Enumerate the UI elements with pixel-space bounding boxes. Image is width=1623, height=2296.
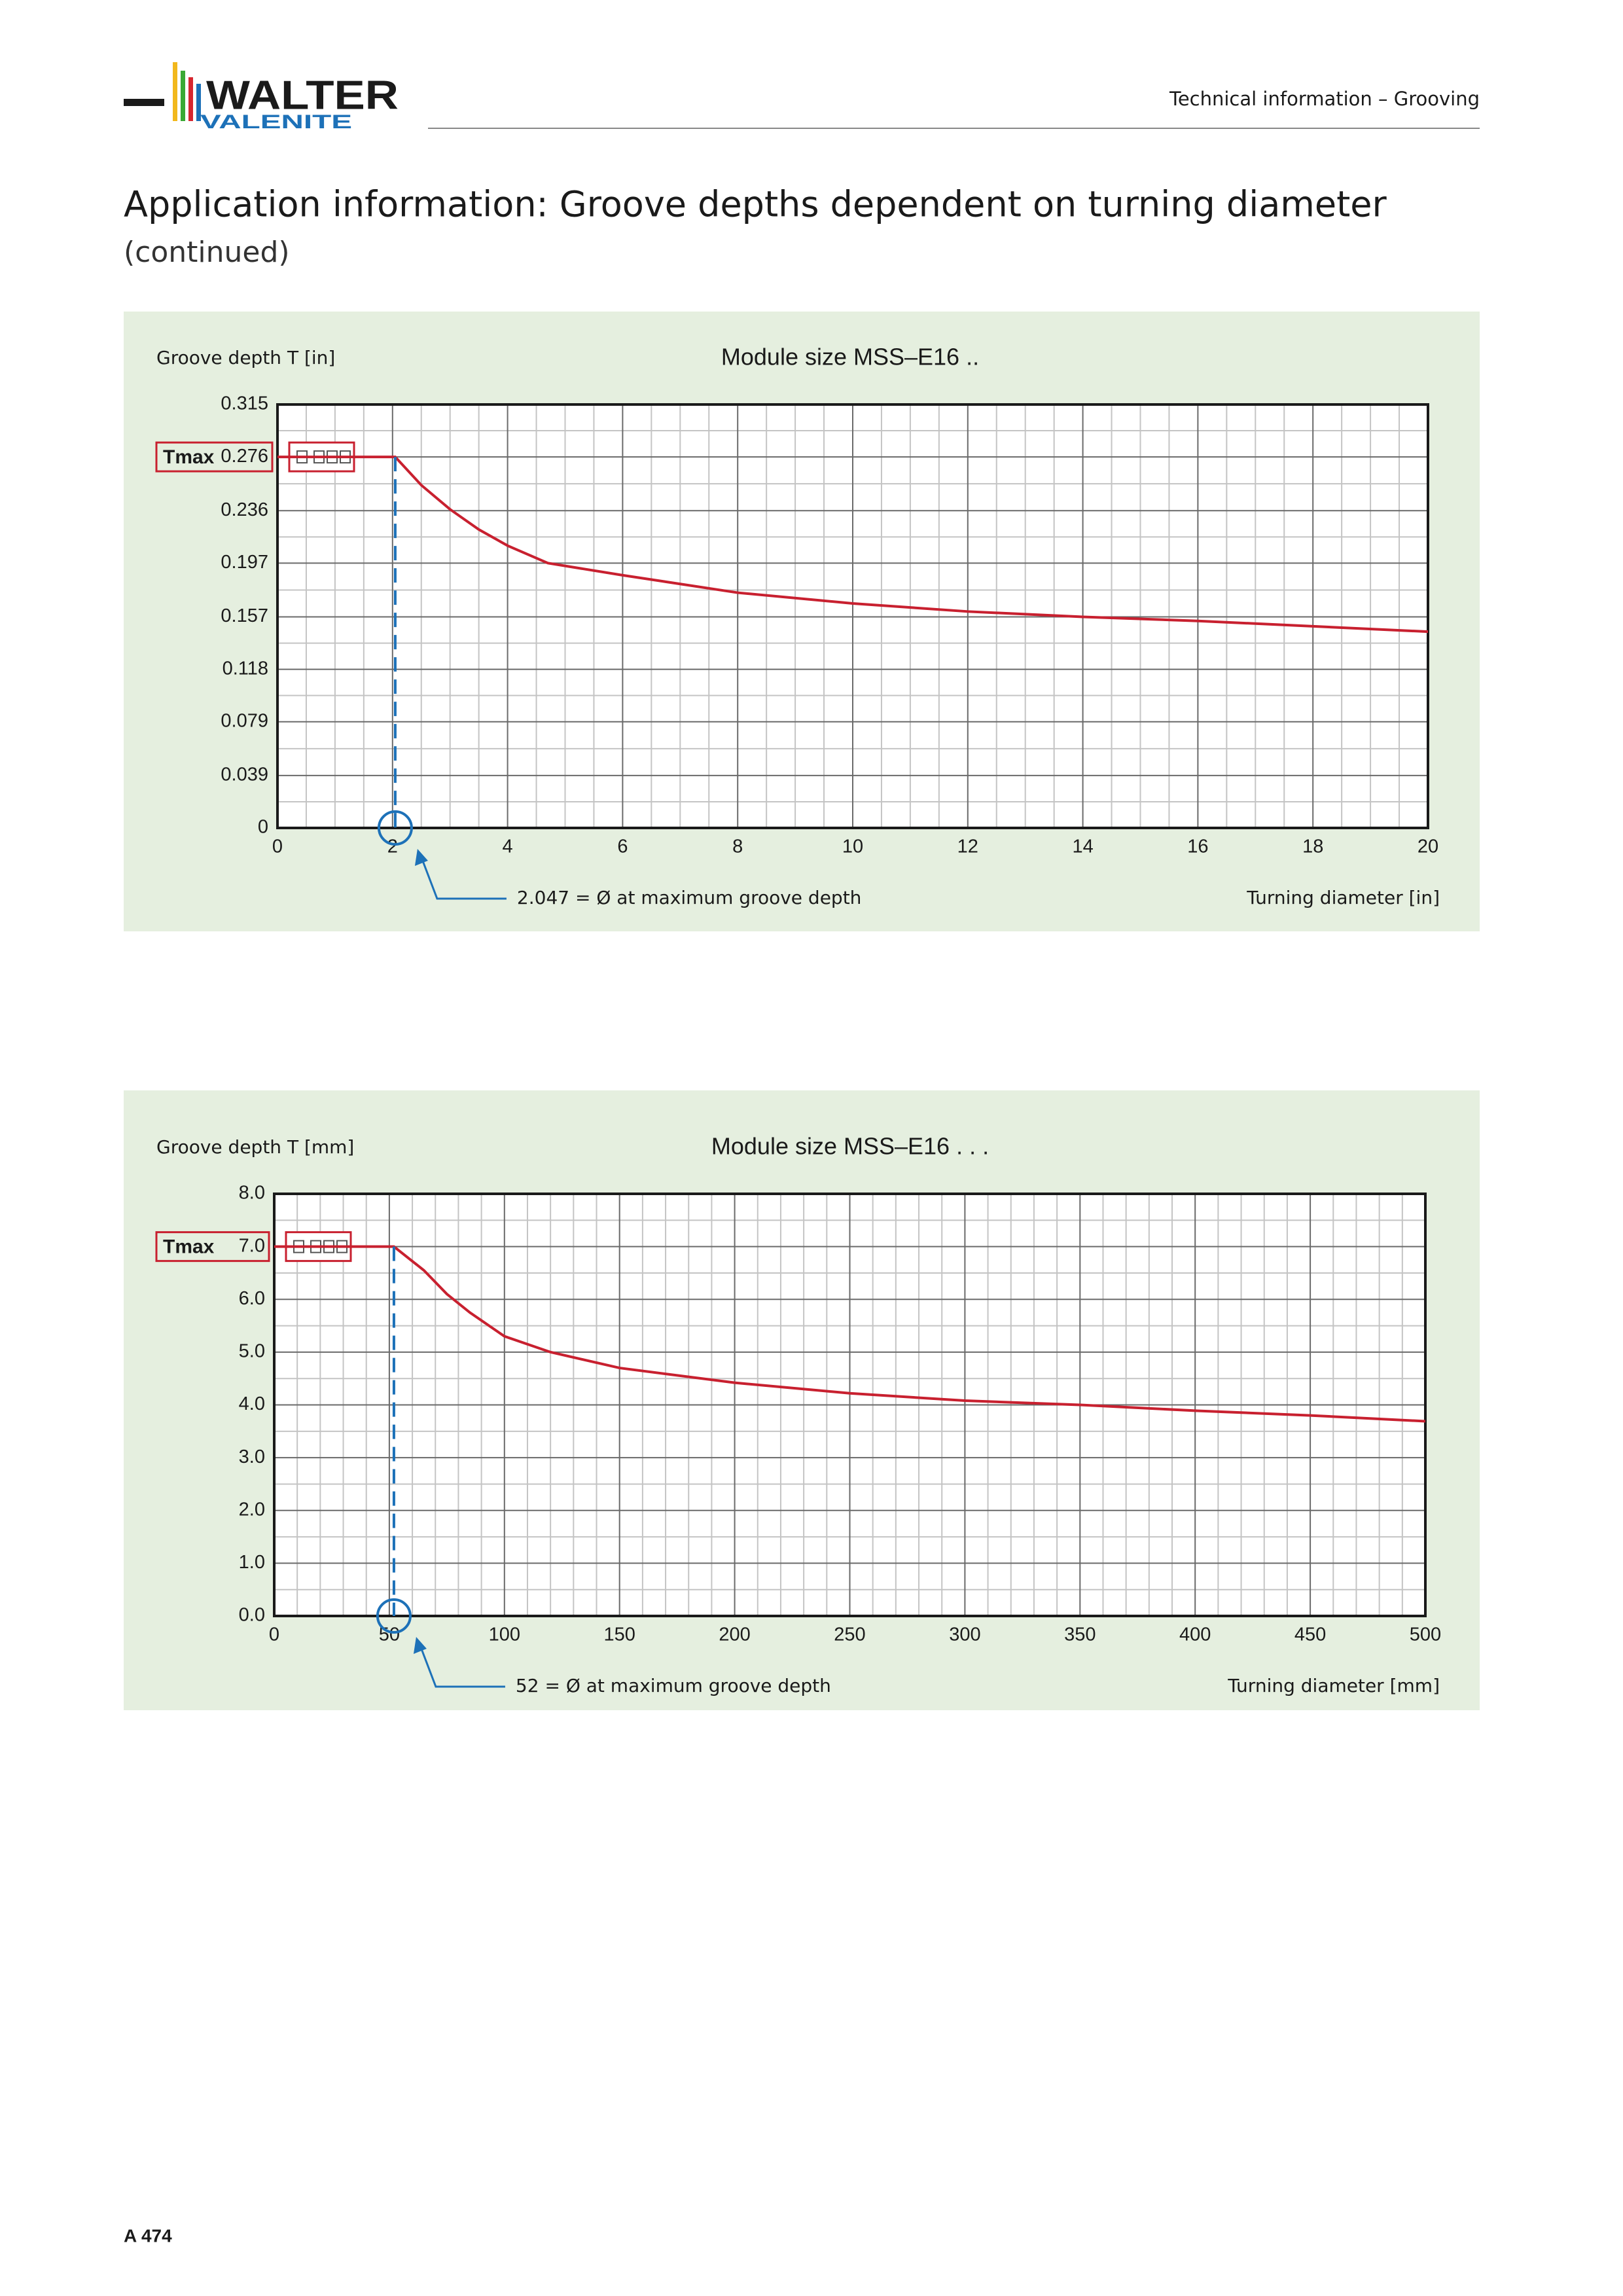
y-tick-label: 7.0 — [239, 1235, 265, 1256]
x-tick-label: 16 — [1187, 836, 1208, 857]
y-tick-label: 8.0 — [239, 1183, 265, 1204]
logo-brand: WALTER — [206, 73, 399, 118]
section-label: Technical information – Grooving — [1169, 88, 1480, 110]
logo-sub: VALENITE — [200, 111, 352, 133]
y-axis-label: Groove depth T [in] — [156, 347, 335, 368]
x-tick-label: 4 — [503, 836, 513, 857]
groove-depth-curve — [277, 456, 1429, 634]
x-tick-label: 350 — [1064, 1624, 1096, 1645]
y-tick-label: 0.276 — [221, 446, 268, 467]
chart-title: Module size MSS–E16 . . . — [711, 1133, 989, 1160]
x-tick-label: 100 — [489, 1624, 520, 1645]
x-tick-label: 0 — [269, 1624, 279, 1645]
annotation-leader — [420, 857, 507, 900]
y-tick-label: 0 — [258, 817, 268, 838]
groove-depth-curve — [274, 1245, 1426, 1423]
page-title: Application information: Groove depths d… — [124, 184, 1387, 225]
y-tick-label: 0.236 — [221, 499, 268, 520]
logo-stripe — [196, 84, 201, 121]
x-tick-label: 200 — [719, 1624, 750, 1645]
x-tick-label: 10 — [842, 836, 863, 857]
tmax-box — [155, 1231, 270, 1263]
logo-stripe — [181, 71, 185, 121]
x-tick-label: 8 — [732, 836, 743, 857]
y-tick-label: 3.0 — [239, 1446, 265, 1467]
plot-frame — [273, 1193, 1427, 1617]
x-tick-label: 2 — [387, 836, 398, 857]
page-number: A 474 — [124, 2225, 172, 2246]
y-tick-label: 0.157 — [221, 605, 268, 626]
chart-title: Module size MSS–E16 .. — [721, 344, 979, 370]
x-tick-label: 6 — [617, 836, 628, 857]
tmax-label: Tmax — [163, 446, 215, 468]
y-tick-label: 0.315 — [221, 393, 268, 414]
max-depth-circle — [376, 1598, 412, 1634]
tmax-box — [155, 441, 274, 473]
y-tick-label: 6.0 — [239, 1288, 265, 1309]
x-tick-label: 400 — [1179, 1624, 1211, 1645]
x-axis-label: Turning diameter [in] — [1246, 887, 1440, 908]
annotation-arrowhead — [414, 849, 428, 866]
y-tick-label: 0.079 — [221, 710, 268, 731]
logo-stripe — [188, 77, 193, 121]
x-tick-label: 300 — [949, 1624, 980, 1645]
x-tick-label: 14 — [1072, 836, 1093, 857]
y-tick-label: 5.0 — [239, 1341, 265, 1362]
x-tick-label: 150 — [604, 1624, 635, 1645]
y-tick-label: 0.039 — [221, 764, 268, 785]
y-tick-label: 0.0 — [239, 1605, 265, 1626]
x-tick-label: 0 — [272, 836, 283, 857]
annotation: 52 = Ø at maximum groove depth — [516, 1675, 831, 1696]
annotation: 2.047 = Ø at maximum groove depth — [517, 887, 862, 908]
x-tick-label: 18 — [1302, 836, 1323, 857]
x-tick-label: 12 — [957, 836, 978, 857]
x-tick-label: 250 — [834, 1624, 865, 1645]
y-tick-label: 0.197 — [221, 552, 268, 573]
tmax-label: Tmax — [163, 1236, 215, 1258]
max-depth-circle — [377, 810, 413, 846]
logo-bar — [124, 99, 164, 106]
y-tick-label: 0.118 — [223, 658, 268, 679]
y-axis-label: Groove depth T [mm] — [156, 1136, 354, 1158]
y-tick-label: 1.0 — [239, 1552, 265, 1573]
x-tick-label: 500 — [1410, 1624, 1441, 1645]
y-tick-label: 4.0 — [239, 1393, 265, 1414]
x-tick-label: 20 — [1418, 836, 1438, 857]
page-subtitle: (continued) — [124, 236, 290, 269]
logo-stripe — [173, 62, 177, 121]
x-tick-label: 450 — [1294, 1624, 1326, 1645]
y-tick-label: 2.0 — [239, 1499, 265, 1520]
annotation-leader — [419, 1645, 505, 1688]
annotation-arrowhead — [413, 1637, 427, 1654]
plot-frame — [276, 403, 1429, 829]
x-axis-label: Turning diameter [mm] — [1227, 1675, 1440, 1696]
